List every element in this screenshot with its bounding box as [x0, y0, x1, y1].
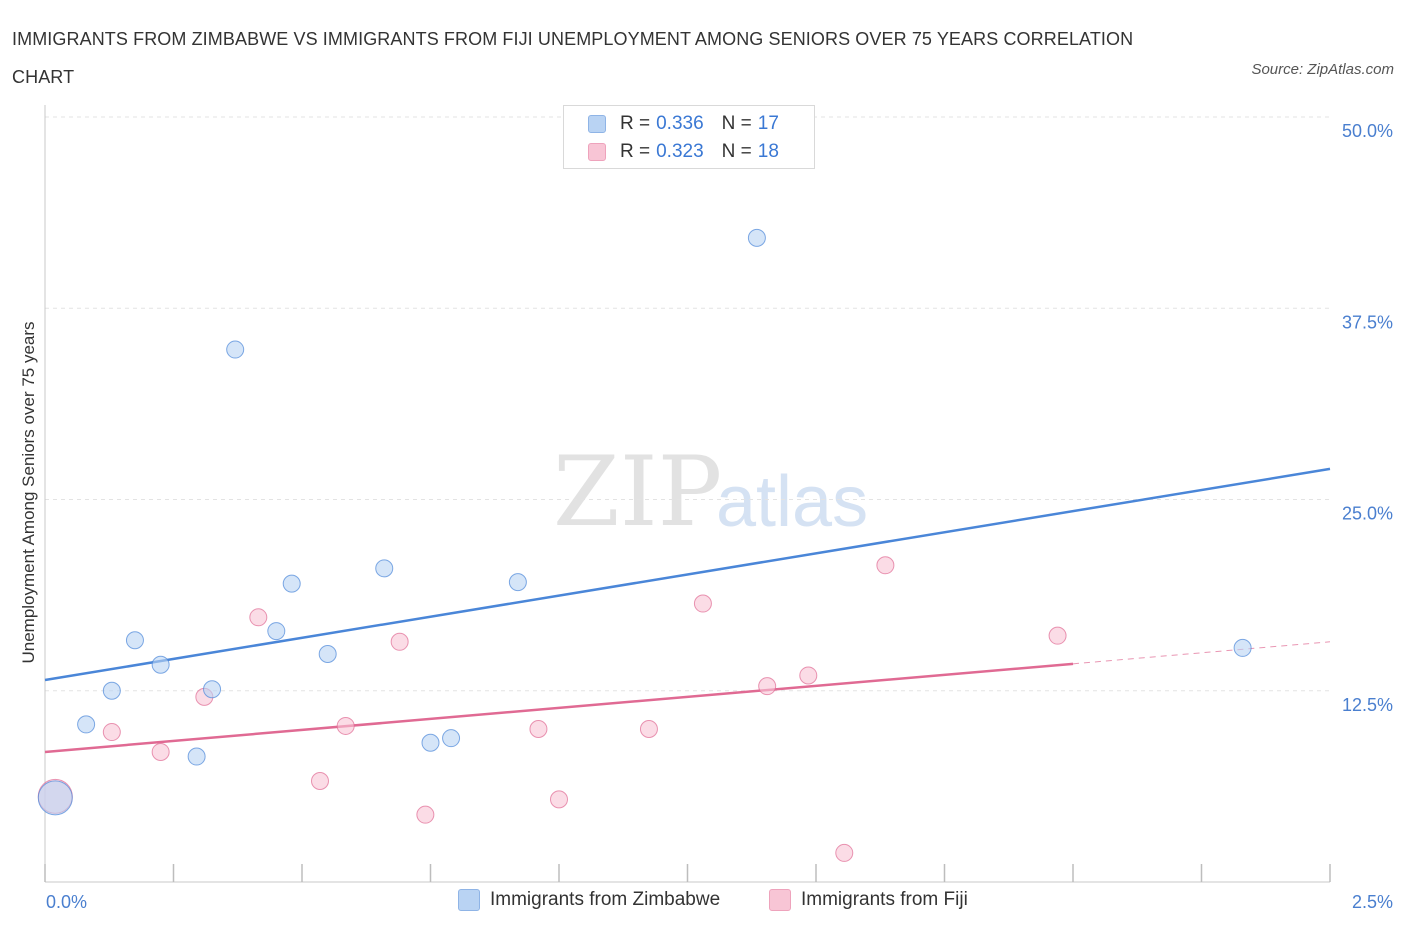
chart-title: IMMIGRANTS FROM ZIMBABWE VS IMMIGRANTS F… — [12, 29, 1134, 87]
data-point — [693, 594, 712, 613]
x-tick-label-min: 0.0% — [46, 892, 87, 912]
data-point — [1233, 638, 1252, 657]
legend-row-zimbabwe: R = 0.336 N = 17 — [588, 111, 785, 137]
data-point — [390, 632, 409, 651]
n-label: N = — [721, 141, 752, 162]
r-label: R = — [620, 113, 651, 134]
trend-line — [44, 467, 1331, 682]
grid-lines — [45, 116, 1330, 692]
data-point — [442, 729, 461, 748]
data-point — [508, 573, 527, 592]
r-value: 0.336 — [656, 113, 704, 134]
data-point — [375, 559, 394, 578]
data-points — [37, 228, 1252, 862]
data-point — [226, 340, 245, 359]
data-point — [77, 715, 96, 734]
data-point — [151, 655, 170, 674]
data-point — [318, 645, 337, 664]
data-point — [416, 805, 435, 824]
data-point — [799, 666, 818, 685]
n-value: 17 — [757, 113, 779, 134]
data-point — [310, 772, 329, 791]
y-axis-label: Unemployment Among Seniors over 75 years — [19, 321, 38, 663]
data-point — [421, 733, 440, 752]
correlation-legend: R = 0.336 N = 17 R = 0.323 N = 18 — [563, 105, 815, 169]
data-point — [282, 574, 301, 593]
data-point — [747, 228, 766, 247]
y-tick-label: 50.0% — [1342, 121, 1393, 141]
data-point — [336, 716, 355, 735]
legend-row-fiji: R = 0.323 N = 18 — [588, 139, 785, 165]
watermark-zip: ZIP — [553, 436, 722, 548]
data-point — [529, 720, 548, 738]
zipatlas-watermark: ZIP atlas — [553, 436, 868, 548]
data-point — [758, 677, 777, 696]
fiji-swatch — [588, 143, 606, 161]
tick-labels: 12.5% 25.0% 37.5% 50.0% 0.0% 2.5% Unemployment… — [19, 121, 1393, 912]
n-label: N = — [721, 113, 752, 134]
data-point — [249, 608, 268, 627]
data-point — [187, 747, 206, 766]
r-value: 0.323 — [656, 141, 704, 162]
data-point — [102, 723, 121, 742]
zimbabwe-legend-label: Immigrants from Zimbabwe — [490, 889, 721, 910]
y-tick-label: 37.5% — [1342, 312, 1393, 332]
data-point — [151, 742, 170, 761]
data-point — [835, 843, 854, 862]
trend-line-extension — [1072, 641, 1331, 665]
axes — [44, 105, 1331, 883]
watermark-atlas: atlas — [716, 462, 868, 542]
bottom-legend-fiji: Immigrants from Fiji — [769, 889, 968, 911]
fiji-legend-label: Immigrants from Fiji — [801, 889, 968, 910]
fiji-legend-swatch — [769, 889, 791, 911]
y-tick-label: 25.0% — [1342, 504, 1393, 524]
zimbabwe-legend-swatch — [458, 889, 480, 911]
data-point — [876, 556, 895, 575]
source-label: Source: ZipAtlas.com — [1251, 61, 1394, 78]
data-point — [125, 631, 144, 650]
data-point — [102, 681, 121, 700]
data-point — [639, 720, 658, 738]
data-point — [37, 780, 73, 816]
data-point — [203, 680, 222, 699]
zimbabwe-swatch — [588, 115, 606, 133]
data-point — [1048, 626, 1067, 645]
trend-line — [44, 662, 1074, 754]
y-tick-label: 12.5% — [1342, 695, 1393, 715]
data-point — [267, 622, 286, 641]
trend-lines — [44, 467, 1331, 754]
bottom-legend-zimbabwe: Immigrants from Zimbabwe — [458, 889, 720, 911]
r-label: R = — [620, 141, 651, 162]
data-point — [550, 790, 568, 809]
x-tick-label-max: 2.5% — [1352, 892, 1393, 912]
n-value: 18 — [757, 141, 779, 162]
